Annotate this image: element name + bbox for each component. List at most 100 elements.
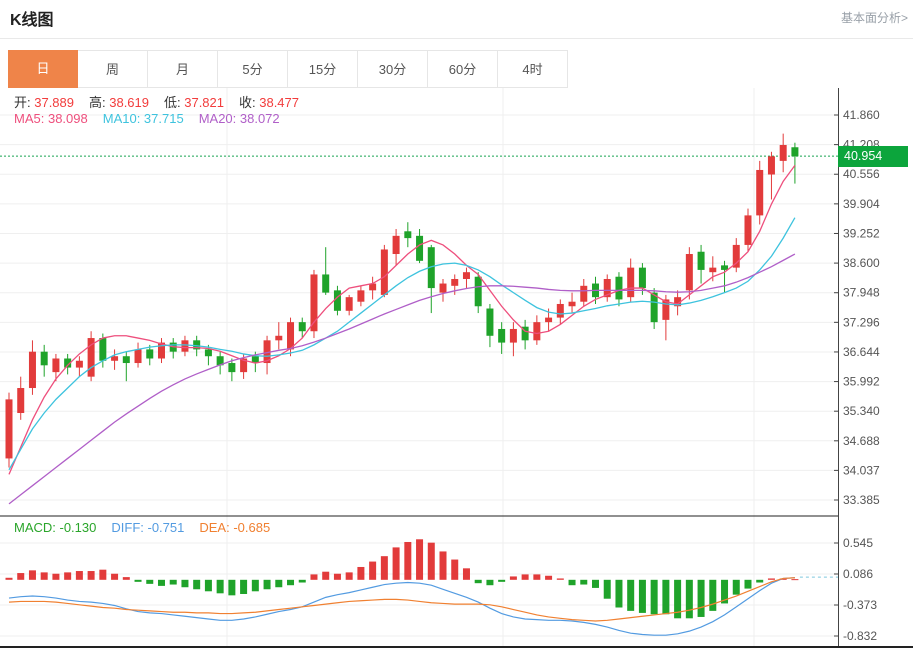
candle-body (744, 215, 752, 245)
candle-body (111, 356, 119, 361)
macd-row-item: DIFF: -0.751 (111, 520, 185, 535)
candle-body (533, 322, 541, 341)
candle-body (556, 303, 564, 318)
macd-bar (521, 574, 529, 580)
candle-body (615, 276, 623, 300)
candle-body (685, 254, 693, 291)
interval-tab-周[interactable]: 周 (78, 50, 148, 88)
y-axis-tick-label: 35.340 (843, 404, 880, 418)
candle-body (462, 272, 470, 279)
candle-body (333, 290, 341, 311)
macd-bar (568, 579, 576, 586)
y-axis-tick-label: 0.545 (843, 536, 873, 550)
macd-bar (146, 579, 154, 584)
header-divider (0, 38, 913, 39)
y-axis-tick-label: -0.832 (843, 629, 877, 643)
candle-body (357, 290, 365, 302)
candle-body (99, 338, 107, 361)
macd-bar (357, 566, 365, 580)
macd-bar (193, 579, 201, 590)
macd-bar (779, 578, 787, 580)
macd-bar (99, 569, 107, 580)
candle-body (263, 340, 271, 364)
macd-bar (298, 579, 306, 583)
candle-body (287, 322, 295, 350)
macd-bar (263, 579, 271, 590)
macd-bar (28, 570, 36, 580)
macd-bar (615, 579, 623, 608)
candle-body (40, 351, 48, 366)
y-axis-tick-label: 38.600 (843, 256, 880, 270)
interval-tab-30分[interactable]: 30分 (358, 50, 428, 88)
macd-bar (732, 579, 740, 595)
interval-tab-月[interactable]: 月 (148, 50, 218, 88)
macd-bar (451, 559, 459, 580)
current-price-tag: 40.954 (838, 146, 908, 167)
macd-bar (157, 579, 165, 586)
interval-tab-5分[interactable]: 5分 (218, 50, 288, 88)
interval-tab-日[interactable]: 日 (8, 50, 78, 88)
macd-bar (204, 579, 212, 592)
candle-body (28, 351, 36, 389)
diff-line (8, 577, 795, 636)
macd-row-item: MACD: -0.130 (14, 520, 97, 535)
candle-body (416, 235, 424, 261)
y-axis-tick-label: 37.948 (843, 286, 880, 300)
y-axis-tick-label: 36.644 (843, 345, 880, 359)
y-axis-tick-label: 41.860 (843, 108, 880, 122)
macd-bar (310, 574, 318, 580)
macd-bar (240, 579, 248, 594)
y-axis-tick-label: 39.904 (843, 197, 880, 211)
candle-body (157, 342, 165, 359)
interval-tab-15分[interactable]: 15分 (288, 50, 358, 88)
macd-bar (603, 579, 611, 599)
macd-bar (17, 573, 25, 580)
candle-body (181, 340, 189, 352)
macd-bar (697, 579, 705, 617)
macd-bar (181, 579, 189, 588)
ohlc-row-item: 高: 38.619 (89, 95, 149, 110)
y-axis-tick-label: 37.296 (843, 315, 880, 329)
macd-bar (744, 579, 752, 589)
macd-bar (721, 579, 729, 604)
candle-body (627, 267, 635, 298)
ma20-line (8, 253, 796, 505)
macd-bar (709, 579, 717, 611)
candle-body (521, 326, 529, 341)
macd-row-item: DEA: -0.685 (199, 520, 271, 535)
candle-body (509, 328, 517, 343)
macd-bar (427, 542, 435, 580)
candle-body (486, 308, 494, 336)
candle-body (87, 338, 95, 377)
candle-body (697, 251, 705, 270)
ma5-line (8, 165, 796, 475)
candle-body (216, 356, 224, 366)
candle-body (568, 301, 576, 307)
candle-body (122, 356, 130, 364)
candle-body (732, 244, 740, 268)
macd-bar (64, 572, 72, 580)
candle-body (474, 276, 482, 307)
candle-body (392, 235, 400, 255)
fundamental-analysis-link[interactable]: 基本面分析> (840, 11, 908, 25)
macd-bar (216, 579, 224, 594)
ma-row-item: MA10: 37.715 (102, 111, 184, 126)
candle-body (756, 169, 764, 216)
macd-bar (439, 551, 447, 580)
macd-bar (462, 568, 470, 580)
candle-body (298, 322, 306, 332)
candle-body (721, 265, 729, 270)
ma-info-row: MA5: 38.098 MA10: 37.715 MA20: 38.072 (14, 111, 295, 127)
interval-tab-4时[interactable]: 4时 (498, 50, 568, 88)
y-axis-tick-label: 35.992 (843, 375, 880, 389)
candle-body (674, 297, 682, 307)
candle-body (427, 247, 435, 289)
macd-bar (627, 579, 635, 611)
candle-body (134, 349, 142, 364)
macd-bar (756, 579, 764, 583)
candle-body (779, 144, 787, 161)
macd-bar (486, 579, 494, 586)
interval-tab-60分[interactable]: 60分 (428, 50, 498, 88)
